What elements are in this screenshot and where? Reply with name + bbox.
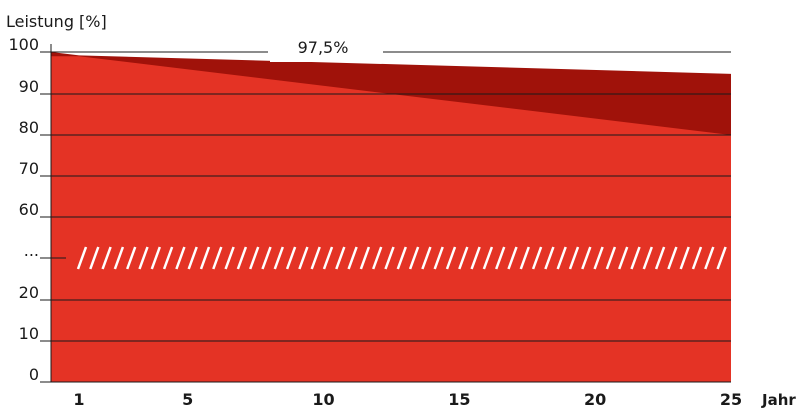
y-tick-label: 10 [19, 324, 39, 343]
axis-break-hatch [347, 246, 358, 270]
axis-break-hatch [630, 246, 641, 270]
axis-break-hatch [249, 246, 260, 270]
axis-break-hatch [261, 246, 272, 270]
axis-break-hatch [322, 246, 334, 270]
axis-break-hatch [236, 246, 248, 270]
axis-break-hatch [89, 246, 100, 270]
y-axis-title: Leistung [%] [6, 12, 107, 31]
axis-break-hatch [691, 246, 703, 270]
axis-break-hatch [126, 246, 137, 270]
axis-break-hatch [224, 246, 235, 270]
axis-break-hatch [138, 246, 149, 270]
axis-break-hatch [618, 246, 629, 270]
area-series-2 [51, 56, 731, 382]
axis-break-hatch [458, 246, 469, 270]
axis-break-hatch [531, 246, 543, 270]
axis-break-hatch [421, 246, 432, 270]
axis-break-hatch [716, 246, 727, 270]
axis-break-hatch [667, 246, 678, 270]
axis-break-hatch [101, 246, 112, 270]
axis-break-hatch [470, 246, 481, 270]
axis-break-hatch [273, 246, 284, 270]
axis-break-hatch [335, 246, 346, 270]
axis-break-hatch [187, 246, 198, 270]
axis-break-hatch [298, 246, 309, 270]
axis-break-hatch [396, 246, 407, 270]
axis-break-hatch [581, 246, 592, 270]
y-tick-label: 70 [19, 159, 39, 178]
y-tick-label: 20 [19, 283, 39, 302]
axis-break-hatch [605, 246, 617, 270]
x-tick-label: 10 [312, 390, 334, 409]
y-tick-label: 90 [19, 77, 39, 96]
x-tick-label: 20 [584, 390, 606, 409]
axis-break-hatch [76, 246, 88, 270]
axis-break-hatch [679, 246, 690, 270]
axis-break-hatch [384, 246, 395, 270]
axis-break-hatch [556, 246, 567, 270]
axis-break-hatch [495, 246, 506, 270]
axis-break-hatch [544, 246, 555, 270]
axis-break-hatch [593, 246, 604, 270]
axis-break-hatch [433, 246, 444, 270]
y-tick-label: 100 [8, 35, 39, 54]
axis-break-hatch [113, 246, 125, 270]
y-tick-label: ... [24, 241, 39, 260]
x-tick-label: 25 [720, 390, 742, 409]
axis-break-hatch [310, 246, 321, 270]
axis-break-hatch [445, 246, 457, 270]
x-tick-label: 15 [448, 390, 470, 409]
axis-break-hatch [704, 246, 715, 270]
y-tick-label: 80 [19, 118, 39, 137]
x-tick-label: 1 [73, 390, 84, 409]
axis-break-hatch [150, 246, 161, 270]
axis-break-hatch [408, 246, 420, 270]
axis-break-hatch [199, 246, 211, 270]
axis-break-hatch [372, 246, 383, 270]
axis-break-hatch [642, 246, 653, 270]
x-tick-label: 5 [182, 390, 193, 409]
y-tick-label: 60 [19, 200, 39, 219]
axis-break-hatch [175, 246, 186, 270]
x-axis-unit: Jahr [761, 391, 796, 409]
axis-break-hatch [162, 246, 174, 270]
axis-break-hatch [654, 246, 666, 270]
annotation-label: 97,5% [298, 38, 349, 57]
axis-break-hatch [359, 246, 371, 270]
axis-break-hatch [519, 246, 530, 270]
axis-break-hatch [285, 246, 297, 270]
axis-break-hatch [212, 246, 223, 270]
axis-break-hatch [568, 246, 580, 270]
axis-break-hatch [507, 246, 518, 270]
axis-break-hatch [482, 246, 494, 270]
y-tick-label: 0 [29, 365, 39, 384]
